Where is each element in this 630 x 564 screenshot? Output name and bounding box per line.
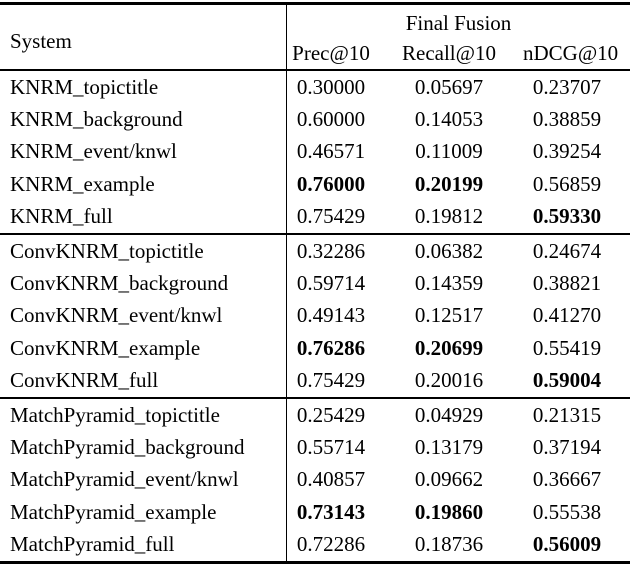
system-name: ConvKNRM_event/knwl xyxy=(0,299,287,333)
table-row: KNRM_full 0.75429 0.19812 0.59330 xyxy=(0,200,630,233)
recall-value: 0.19860 xyxy=(414,499,484,524)
ndcg-value: 0.23707 xyxy=(532,74,602,99)
ndcg-value: 0.59330 xyxy=(532,204,602,229)
group-separator-rule xyxy=(0,232,630,235)
table-group-knrm: KNRM_topictitle 0.30000 0.05697 0.23707 … xyxy=(0,71,630,233)
system-name: MatchPyramid_topictitle xyxy=(0,398,287,432)
recall-value: 0.14359 xyxy=(414,271,484,296)
table-row: MatchPyramid_topictitle 0.25429 0.04929 … xyxy=(0,398,630,432)
ndcg-value: 0.39254 xyxy=(532,139,602,164)
system-name: KNRM_event/knwl xyxy=(0,135,287,169)
recall-value: 0.19812 xyxy=(414,204,484,229)
table-row: KNRM_example 0.76000 0.20199 0.56859 xyxy=(0,168,630,201)
table-row: KNRM_topictitle 0.30000 0.05697 0.23707 xyxy=(0,71,630,104)
table-row: ConvKNRM_background 0.59714 0.14359 0.38… xyxy=(0,267,630,300)
system-name: KNRM_topictitle xyxy=(0,71,287,104)
prec-value: 0.32286 xyxy=(296,238,366,263)
recall-value: 0.05697 xyxy=(414,74,484,99)
system-name: MatchPyramid_example xyxy=(0,496,287,529)
prec-value: 0.76000 xyxy=(296,171,366,196)
prec-value: 0.46571 xyxy=(296,139,366,164)
prec-value: 0.75429 xyxy=(296,368,366,393)
table-bottom-rule xyxy=(0,560,630,564)
ndcg-value: 0.38859 xyxy=(532,107,602,132)
column-group-header-final-fusion: Final Fusion xyxy=(405,11,512,35)
ndcg-value: 0.56859 xyxy=(532,171,602,196)
table-top-rule xyxy=(0,2,630,5)
prec-value: 0.72286 xyxy=(296,532,366,557)
table-row: MatchPyramid_event/knwl 0.40857 0.09662 … xyxy=(0,463,630,497)
recall-value: 0.06382 xyxy=(414,238,484,263)
recall-value: 0.11009 xyxy=(415,139,483,164)
recall-value: 0.20199 xyxy=(414,171,484,196)
table-row: ConvKNRM_event/knwl 0.49143 0.12517 0.41… xyxy=(0,299,630,333)
system-name: MatchPyramid_full xyxy=(0,528,287,561)
recall-value: 0.04929 xyxy=(414,402,484,427)
ndcg-value: 0.55538 xyxy=(532,499,602,524)
prec-value: 0.73143 xyxy=(296,499,366,524)
table-group-matchpyramid: MatchPyramid_topictitle 0.25429 0.04929 … xyxy=(0,398,630,561)
column-header-ndcg10: nDCG@10 xyxy=(523,41,619,65)
prec-value: 0.49143 xyxy=(296,303,366,328)
header-separator-rule xyxy=(0,69,630,71)
column-header-recall10: Recall@10 xyxy=(402,41,496,65)
ndcg-value: 0.37194 xyxy=(532,434,602,459)
ndcg-value: 0.41270 xyxy=(532,303,602,328)
table-row: ConvKNRM_topictitle 0.32286 0.06382 0.24… xyxy=(0,234,630,268)
column-header-system: System xyxy=(0,5,287,69)
system-name: ConvKNRM_background xyxy=(0,267,287,300)
recall-value: 0.18736 xyxy=(414,532,484,557)
recall-value: 0.14053 xyxy=(414,107,484,132)
system-name: ConvKNRM_example xyxy=(0,332,287,365)
prec-value: 0.55714 xyxy=(296,434,366,459)
recall-value: 0.12517 xyxy=(414,303,484,328)
group-separator-rule xyxy=(0,396,630,399)
table-row: MatchPyramid_full 0.72286 0.18736 0.5600… xyxy=(0,528,630,561)
prec-value: 0.25429 xyxy=(296,402,366,427)
ndcg-value: 0.59004 xyxy=(532,368,602,393)
prec-value: 0.59714 xyxy=(296,271,366,296)
table-row: KNRM_event/knwl 0.46571 0.11009 0.39254 xyxy=(0,135,630,169)
column-header-prec10: Prec@10 xyxy=(292,41,370,65)
prec-value: 0.75429 xyxy=(296,204,366,229)
ndcg-value: 0.38821 xyxy=(532,271,602,296)
prec-value: 0.30000 xyxy=(296,74,366,99)
recall-value: 0.09662 xyxy=(414,467,484,492)
ndcg-value: 0.56009 xyxy=(532,532,602,557)
recall-value: 0.20699 xyxy=(414,335,484,360)
table-header: System Final Fusion Prec@10 Recall@10 nD… xyxy=(0,5,630,69)
metric-header-row: Prec@10 Recall@10 nDCG@10 xyxy=(287,38,630,68)
ndcg-value: 0.55419 xyxy=(532,335,602,360)
ndcg-value: 0.36667 xyxy=(532,467,602,492)
table-group-convknrm: ConvKNRM_topictitle 0.32286 0.06382 0.24… xyxy=(0,234,630,397)
recall-value: 0.13179 xyxy=(414,434,484,459)
header-right: Final Fusion Prec@10 Recall@10 nDCG@10 xyxy=(287,5,630,69)
table-row: KNRM_background 0.60000 0.14053 0.38859 xyxy=(0,103,630,136)
system-name: MatchPyramid_background xyxy=(0,431,287,464)
recall-value: 0.20016 xyxy=(414,368,484,393)
prec-value: 0.60000 xyxy=(296,107,366,132)
system-name: KNRM_full xyxy=(0,200,287,233)
system-name: MatchPyramid_event/knwl xyxy=(0,463,287,497)
table-row: ConvKNRM_full 0.75429 0.20016 0.59004 xyxy=(0,364,630,397)
prec-value: 0.76286 xyxy=(296,335,366,360)
ndcg-value: 0.21315 xyxy=(532,402,602,427)
system-name: KNRM_example xyxy=(0,168,287,201)
ndcg-value: 0.24674 xyxy=(532,238,602,263)
prec-value: 0.40857 xyxy=(296,467,366,492)
table-row: MatchPyramid_example 0.73143 0.19860 0.5… xyxy=(0,496,630,529)
system-name: ConvKNRM_full xyxy=(0,364,287,397)
table-row: MatchPyramid_background 0.55714 0.13179 … xyxy=(0,431,630,464)
system-name: KNRM_background xyxy=(0,103,287,136)
system-name: ConvKNRM_topictitle xyxy=(0,234,287,268)
table-row: ConvKNRM_example 0.76286 0.20699 0.55419 xyxy=(0,332,630,365)
